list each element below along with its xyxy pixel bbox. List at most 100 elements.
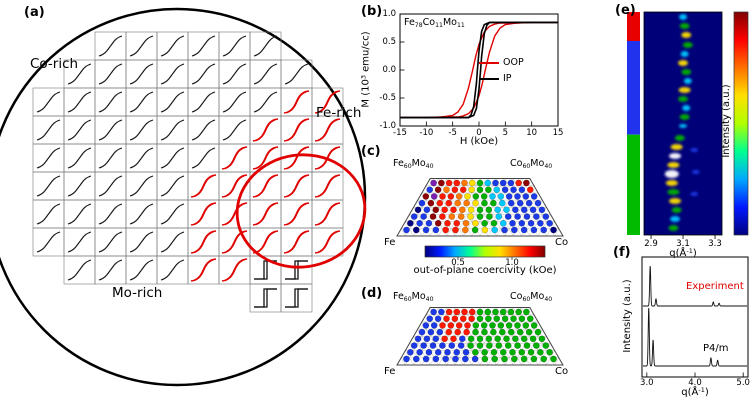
composition-dot — [468, 315, 475, 323]
composition-dot — [540, 355, 548, 363]
composition-dot — [436, 328, 444, 336]
composition-dot — [444, 219, 451, 227]
composition-dot — [442, 355, 449, 363]
composition-dot — [514, 213, 521, 220]
c-corner-label-co: Co — [555, 237, 569, 248]
composition-dot — [499, 328, 506, 336]
b-x-axis-label: H (kOe) — [459, 136, 499, 147]
composition-dot — [418, 199, 426, 207]
composition-dot — [480, 193, 488, 200]
d-corner-label-co: Co — [555, 366, 569, 377]
composition-dot — [453, 348, 461, 356]
composition-dot — [507, 179, 515, 187]
composition-dot — [407, 219, 414, 227]
composition-dot — [468, 179, 476, 187]
composition-dot — [499, 308, 507, 316]
composition-dot — [450, 206, 457, 214]
composition-dot — [542, 342, 550, 349]
composition-dot — [420, 342, 427, 349]
composition-dot — [510, 315, 517, 323]
composition-dot — [410, 342, 418, 349]
composition-dot — [414, 335, 422, 343]
tick-label: 1.0 — [382, 8, 396, 19]
composition-dot — [518, 219, 526, 227]
composition-dot — [494, 335, 501, 343]
tick-label: 0 — [476, 127, 482, 138]
composition-dot — [490, 219, 498, 227]
composition-dot — [438, 308, 445, 316]
composition-dot — [452, 226, 459, 234]
p4m-label: P4/m — [703, 343, 729, 354]
composition-dot — [490, 199, 497, 207]
composition-dot — [453, 179, 461, 187]
composition-dot — [438, 179, 445, 187]
composition-dot — [429, 213, 437, 220]
composition-dot — [523, 213, 531, 220]
composition-dot — [457, 342, 465, 349]
composition-dot — [445, 328, 453, 336]
composition-dot — [499, 179, 507, 187]
composition-dot — [533, 213, 540, 220]
composition-dot — [472, 199, 479, 207]
composition-dot — [461, 355, 469, 363]
composition-dot — [443, 186, 450, 194]
c-corner-label-femo: Fe60Mo40 — [393, 158, 434, 170]
composition-dot — [495, 342, 503, 349]
composition-dot — [511, 355, 518, 363]
composition-dot — [410, 213, 418, 220]
composition-dot — [518, 186, 526, 194]
composition-dot — [427, 328, 435, 336]
panel-e-letter: (e) — [615, 3, 636, 18]
composition-dot — [514, 322, 521, 329]
composition-dot — [472, 328, 479, 336]
composition-dot — [530, 226, 538, 234]
composition-dot — [538, 206, 546, 214]
tick-label: 3.1 — [676, 238, 690, 249]
composition-strip — [627, 40, 640, 135]
composition-dot — [490, 328, 497, 336]
composition-dot — [439, 322, 446, 329]
composition-dot — [534, 199, 542, 207]
composition-dot — [461, 226, 469, 234]
tick-label: -0.5 — [379, 92, 396, 103]
panel-a-letter: (a) — [24, 5, 45, 20]
composition-dot — [425, 348, 433, 356]
tick-label: 0.0 — [382, 64, 396, 75]
composition-dot — [450, 335, 457, 343]
composition-dot — [546, 219, 553, 227]
composition-dot — [455, 322, 463, 329]
composition-dot — [467, 342, 474, 349]
composition-dot — [484, 179, 492, 187]
composition-dot — [467, 213, 474, 220]
composition-dot — [476, 342, 484, 349]
composition-dot — [490, 348, 498, 356]
composition-dot — [499, 219, 507, 227]
composition-dot — [430, 179, 437, 187]
composition-dot — [514, 342, 521, 349]
xrd-heatmap — [627, 11, 749, 239]
composition-dot — [530, 322, 538, 329]
composition-dot — [537, 219, 544, 227]
composition-dot — [518, 348, 526, 356]
composition-dot — [416, 219, 423, 227]
composition-dot — [492, 179, 499, 187]
composition-dot — [441, 206, 448, 214]
composition-dot — [403, 355, 410, 363]
composition-dot — [464, 322, 471, 329]
c-corner-label-como: Co60Mo40 — [510, 158, 553, 170]
composition-dot — [511, 226, 518, 234]
composition-dot — [463, 328, 470, 336]
composition-dot — [520, 226, 528, 234]
composition-dot — [507, 308, 515, 316]
panel-b-plot — [399, 13, 559, 127]
d-corner-label-como: Co60Mo40 — [510, 291, 553, 303]
composition-dot — [476, 206, 484, 214]
composition-dot — [434, 348, 442, 356]
composition-dot — [403, 226, 410, 234]
composition-dot — [472, 193, 480, 200]
composition-dot — [495, 213, 503, 220]
composition-dot — [485, 186, 492, 194]
composition-dot — [426, 186, 434, 194]
